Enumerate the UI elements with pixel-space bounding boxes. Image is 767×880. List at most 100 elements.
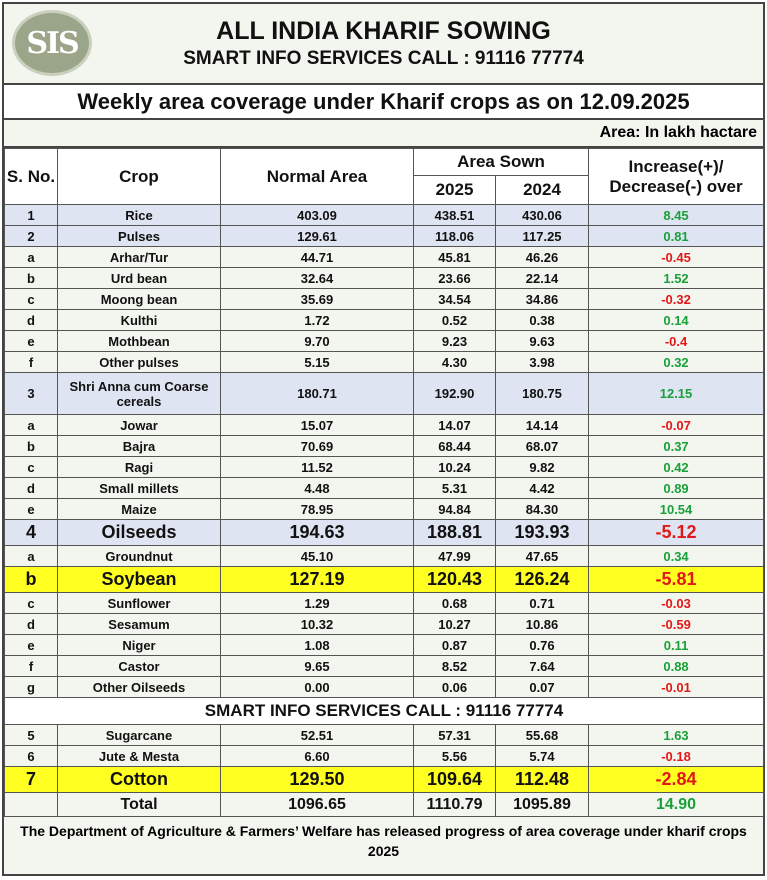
contact-line-mid: SMART INFO SERVICES CALL : 91116 77774 (3, 697, 765, 725)
header-crop: Crop (57, 148, 221, 205)
table-row: c Moong bean 35.69 34.54 34.86 -0.32 (4, 288, 765, 310)
cell-change: -5.12 (588, 519, 765, 546)
cell-y2025: 68.44 (413, 435, 496, 457)
table-row: e Mothbean 9.70 9.23 9.63 -0.4 (4, 330, 765, 352)
cell-y2024: 10.86 (494, 613, 590, 635)
cell-change: 0.42 (588, 456, 765, 478)
cell-crop: Sesamum (57, 613, 221, 635)
cell-crop: Bajra (57, 435, 221, 457)
cell-change: 8.45 (588, 204, 765, 226)
cell-y2024: 0.07 (494, 676, 590, 698)
cell-y2024: 1095.89 (494, 792, 590, 817)
cell-sno: e (4, 330, 58, 352)
cell-y2025: 188.81 (413, 519, 496, 546)
cell-crop: Other pulses (57, 351, 221, 373)
cell-y2025: 10.27 (413, 613, 496, 635)
cell-change: 0.37 (588, 435, 765, 457)
table-row: 1 Rice 403.09 438.51 430.06 8.45 (4, 204, 765, 226)
cell-y2024: 112.48 (494, 766, 590, 793)
cell-sno: 2 (4, 225, 58, 247)
cell-change: 0.81 (588, 225, 765, 247)
cell-sno: a (4, 246, 58, 268)
cell-crop: Jowar (57, 414, 221, 436)
contact-line: SMART INFO SERVICES CALL : 91116 77774 (183, 48, 584, 69)
cell-y2025: 94.84 (413, 498, 496, 520)
cell-normal: 35.69 (220, 288, 414, 310)
logo: SIS (12, 10, 92, 76)
cell-normal: 129.50 (220, 766, 414, 793)
cell-y2024: 68.07 (494, 435, 590, 457)
cell-y2025: 1110.79 (413, 792, 496, 817)
table-row: b Urd bean 32.64 23.66 22.14 1.52 (4, 267, 765, 289)
cell-normal: 78.95 (220, 498, 414, 520)
cell-change: -0.01 (588, 676, 765, 698)
header: SIS ALL INDIA KHARIF SOWING SMART INFO S… (4, 4, 763, 85)
cell-change: 0.89 (588, 477, 765, 499)
cell-change: 0.14 (588, 309, 765, 331)
cell-change: 0.34 (588, 545, 765, 567)
cell-y2025: 34.54 (413, 288, 496, 310)
cell-crop: Sunflower (57, 592, 221, 614)
table-row: a Arhar/Tur 44.71 45.81 46.26 -0.45 (4, 246, 765, 268)
cell-y2024: 7.64 (494, 655, 590, 677)
cell-crop: Pulses (57, 225, 221, 247)
cell-change: -5.81 (588, 566, 765, 593)
cell-crop: Rice (57, 204, 221, 226)
cell-crop: Shri Anna cum Coarse cereals (57, 372, 221, 415)
cell-y2025: 57.31 (413, 724, 496, 746)
cell-change: -0.45 (588, 246, 765, 268)
cell-y2024: 193.93 (494, 519, 590, 546)
cell-change: 10.54 (588, 498, 765, 520)
cell-sno: b (4, 566, 58, 593)
table-row: e Niger 1.08 0.87 0.76 0.11 (4, 634, 765, 656)
cell-sno: f (4, 351, 58, 373)
cell-y2025: 10.24 (413, 456, 496, 478)
cell-normal: 0.00 (220, 676, 414, 698)
cell-crop: Arhar/Tur (57, 246, 221, 268)
cell-sno: g (4, 676, 58, 698)
cell-change: -0.59 (588, 613, 765, 635)
cell-sno: d (4, 613, 58, 635)
cell-crop: Urd bean (57, 267, 221, 289)
cell-normal: 6.60 (220, 745, 414, 767)
cell-sno: 1 (4, 204, 58, 226)
cell-normal: 45.10 (220, 545, 414, 567)
cell-y2024: 0.71 (494, 592, 590, 614)
cell-y2024: 126.24 (494, 566, 590, 593)
header-sno: S. No. (4, 148, 58, 205)
cell-normal: 1.29 (220, 592, 414, 614)
table-row: c Ragi 11.52 10.24 9.82 0.42 (4, 456, 765, 478)
cell-normal: 15.07 (220, 414, 414, 436)
table-row: d Sesamum 10.32 10.27 10.86 -0.59 (4, 613, 765, 635)
table-row: f Other pulses 5.15 4.30 3.98 0.32 (4, 351, 765, 373)
cell-normal: 127.19 (220, 566, 414, 593)
header-area-sown: Area Sown (412, 148, 590, 176)
cell-normal: 4.48 (220, 477, 414, 499)
main-title: ALL INDIA KHARIF SOWING (216, 17, 551, 45)
cell-normal: 1096.65 (220, 792, 414, 817)
cell-crop: Castor (57, 655, 221, 677)
cell-change: -0.32 (588, 288, 765, 310)
cell-sno: 4 (4, 519, 58, 546)
cell-crop: Sugarcane (57, 724, 221, 746)
cell-y2025: 0.68 (413, 592, 496, 614)
cell-crop: Ragi (57, 456, 221, 478)
unit-label: Area: In lakh hactare (4, 120, 763, 148)
cell-normal: 9.70 (220, 330, 414, 352)
cell-sno: d (4, 309, 58, 331)
cell-crop: Small millets (57, 477, 221, 499)
cell-normal: 52.51 (220, 724, 414, 746)
cell-change: -0.07 (588, 414, 765, 436)
cell-change: -0.4 (588, 330, 765, 352)
cell-normal: 1.72 (220, 309, 414, 331)
cell-sno: 5 (4, 724, 58, 746)
cell-y2024: 4.42 (494, 477, 590, 499)
cell-normal: 32.64 (220, 267, 414, 289)
table-row: b Soybean 127.19 120.43 126.24 -5.81 (4, 566, 765, 593)
table-row: a Groundnut 45.10 47.99 47.65 0.34 (4, 545, 765, 567)
cell-crop: Mothbean (57, 330, 221, 352)
cell-y2025: 0.87 (413, 634, 496, 656)
cell-y2025: 45.81 (413, 246, 496, 268)
table-row: 4 Oilseeds 194.63 188.81 193.93 -5.12 (4, 519, 765, 546)
cell-y2025: 5.31 (413, 477, 496, 499)
